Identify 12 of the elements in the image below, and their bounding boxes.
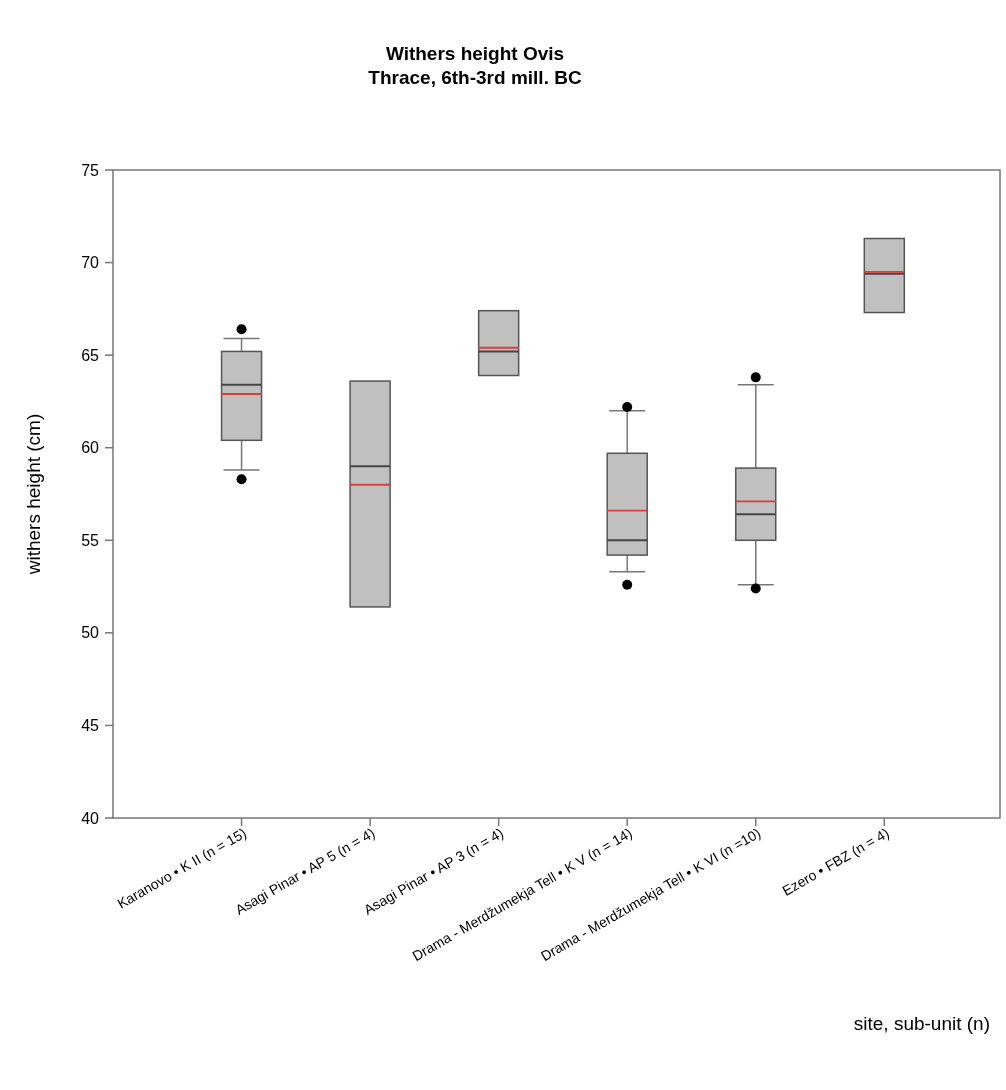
y-tick-label: 70 <box>81 254 100 272</box>
y-tick-label: 45 <box>81 717 100 735</box>
x-axis-title: site, sub-unit (n) <box>853 1013 990 1034</box>
y-tick-label: 60 <box>81 439 100 457</box>
chart-title: Withers height Ovis <box>385 43 565 64</box>
y-tick-label: 55 <box>81 531 100 549</box>
chart-subtitle: Thrace, 6th-3rd mill. BC <box>368 67 582 88</box>
y-tick-label: 40 <box>81 809 100 827</box>
y-axis-title: withers height (cm) <box>23 413 44 576</box>
y-tick-label: 75 <box>81 161 100 179</box>
y-tick-label: 65 <box>81 346 100 364</box>
y-tick-label: 50 <box>81 624 100 642</box>
